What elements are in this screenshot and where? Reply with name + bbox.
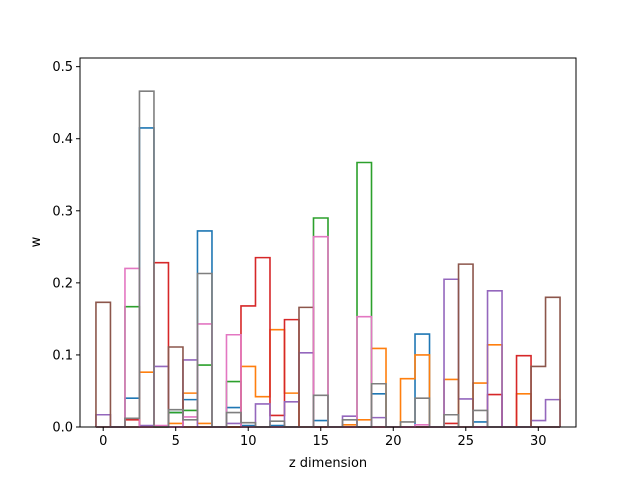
- y-axis-label: w: [29, 236, 44, 247]
- x-tick-label: 5: [172, 434, 180, 449]
- y-tick-label: 0.5: [52, 60, 73, 75]
- y-tick-label: 0.0: [52, 421, 73, 436]
- plot-frame: [79, 57, 577, 428]
- x-tick-label: 15: [312, 434, 329, 449]
- series-7-outline: [95, 90, 561, 428]
- x-tick-label: 20: [385, 434, 402, 449]
- y-tick-label: 0.2: [52, 276, 73, 291]
- x-tick-label: 0: [99, 434, 107, 449]
- y-tick-label: 0.4: [52, 132, 73, 147]
- x-axis-label: z dimension: [289, 456, 367, 471]
- y-tick-label: 0.1: [52, 348, 73, 363]
- y-axis-ticks: 0.0 0.1 0.2 0.3 0.4 0.5: [52, 60, 80, 436]
- y-tick-label: 0.3: [52, 204, 73, 219]
- x-tick-label: 30: [530, 434, 547, 449]
- x-tick-label: 25: [458, 434, 475, 449]
- x-tick-label: 10: [240, 434, 257, 449]
- series-7: [95, 90, 561, 428]
- x-axis-ticks: 0 5 10 15 20 25 30: [99, 427, 547, 449]
